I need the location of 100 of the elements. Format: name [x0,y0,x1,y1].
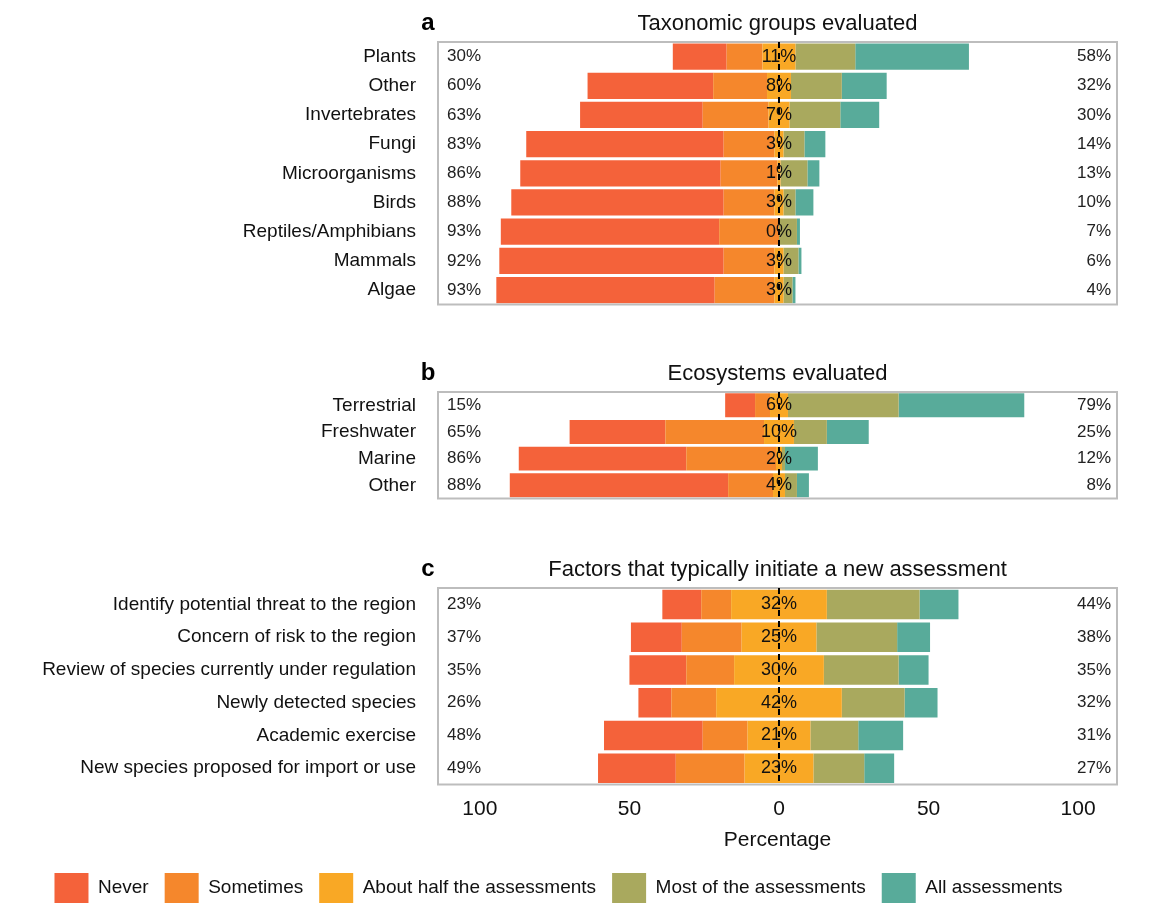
annotation: 10% [1076,192,1111,212]
bar [790,72,842,99]
x-tick-label: 50 [916,796,941,819]
bar [511,189,724,216]
annotation: 25% [760,626,798,647]
bar [795,43,856,70]
bar [496,276,715,304]
annotation: 6% [1086,250,1111,270]
x-axis-title: Percentage [723,827,832,851]
bar [858,720,904,751]
annotation: 21% [760,724,798,745]
bar [826,419,869,444]
bar [841,72,887,99]
bar [681,622,742,652]
annotation: 23% [760,757,798,778]
annotation: 35% [447,659,482,679]
y-tick-label: Newly detected species [216,690,416,712]
bar [898,393,1025,418]
bar [587,72,714,99]
bar [662,589,702,620]
bar [702,101,769,129]
y-tick-label: Identify potential threat to the region [112,592,416,614]
annotation: 86% [447,162,482,182]
y-tick-label: Algae [367,278,416,300]
bar [686,655,735,685]
annotation: 3% [765,191,792,212]
chart-title: Ecosystems evaluated [667,360,888,385]
y-tick-label: Academic exercise [256,723,416,745]
bar [855,43,969,70]
chart-title: Taxonomic groups evaluated [637,10,918,35]
bar [816,622,898,652]
annotation: 13% [1076,162,1111,182]
bar [701,589,732,620]
chart-title: Factors that typically initiate a new assessment [548,556,1007,581]
annotation: 32% [1076,75,1111,95]
bar [500,218,720,245]
annotation: 44% [1076,594,1111,614]
annotation: 63% [447,104,482,124]
x-tick-label: 0 [773,796,785,819]
annotation: 83% [447,133,482,153]
annotation: 12% [1076,448,1111,468]
annotation: 93% [447,279,482,299]
annotation: 0% [765,220,792,241]
annotation: 42% [760,691,798,712]
bar [840,101,880,129]
bar [919,589,959,620]
bar [810,720,859,751]
y-tick-label: Terrestrial [332,393,416,415]
bar [804,130,826,158]
annotation: 7% [765,103,792,124]
annotation: 6% [765,394,792,415]
annotation: 38% [1076,626,1111,646]
annotation: 11% [761,45,797,66]
legend-label: All assessments [925,876,1063,898]
annotation: 93% [447,221,482,241]
annotation: 7% [1086,221,1111,241]
annotation: 1% [765,162,792,183]
annotation: 65% [447,421,482,441]
annotation: 30% [1076,104,1111,124]
bar [509,473,729,498]
bar [598,753,676,783]
annotation: 92% [447,250,482,270]
bar [702,720,748,751]
annotation: 35% [1076,659,1111,679]
y-tick-label: Invertebrates [305,103,416,125]
legend-label: Most of the assessments [655,876,866,898]
bar [864,753,895,783]
annotation: 25% [1076,421,1111,441]
bar [796,218,800,245]
annotation: 60% [447,75,482,95]
bar [823,655,899,685]
annotation: 10% [760,420,798,441]
annotation: 8% [765,74,792,95]
bar [795,189,814,216]
bar [813,753,865,783]
bar [796,473,809,498]
y-tick-label: Review of species currently under regulation [42,658,416,680]
annotation: 32% [1076,692,1111,712]
y-tick-label: Birds [372,190,416,212]
bar [807,160,820,187]
bar [520,160,721,187]
annotation: 79% [1076,395,1111,415]
annotation: 88% [447,474,482,494]
y-tick-label: Plants [363,44,416,66]
bar [904,687,938,718]
text: b [420,358,436,385]
annotation: 4% [765,474,792,495]
bar [518,446,687,471]
y-tick-label: Other [368,473,417,495]
y-tick-label: Microorganisms [281,161,416,183]
annotation: 32% [760,593,798,614]
legend-label: Sometimes [208,876,304,898]
y-tick-label: Freshwater [320,420,417,442]
y-tick-label: Reptiles/Amphibians [242,219,416,241]
bar [713,72,768,99]
bar [841,687,905,718]
legend-label: Never [97,876,150,898]
annotation: 15% [447,395,482,415]
bar [630,622,682,652]
bar [580,101,703,129]
